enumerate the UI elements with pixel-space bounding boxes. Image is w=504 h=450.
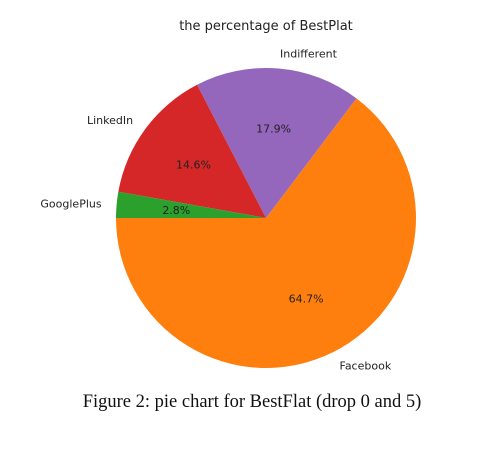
pie-slices: [116, 67, 416, 368]
category-label-facebook: Facebook: [340, 360, 392, 373]
figure-caption: Figure 2: pie chart for BestFlat (drop 0…: [82, 392, 422, 412]
pie-chart: the percentage of BestPlat 64.7% Facebook…: [40, 19, 416, 373]
pie-slice-linkedin: [118, 84, 266, 218]
pie-slice-googleplus: [116, 191, 266, 218]
pct-label-facebook: 64.7%: [289, 293, 324, 306]
pct-label-googleplus: 2.8%: [162, 204, 190, 217]
pct-label-linkedin: 14.6%: [176, 159, 211, 172]
pct-label-indifferent: 17.9%: [256, 122, 291, 135]
category-label-linkedin: LinkedIn: [87, 114, 133, 127]
category-label-googleplus: GooglePlus: [40, 198, 101, 211]
pie-labels: 64.7% Facebook 17.9% Indifferent 14.6% Linked…: [40, 48, 391, 373]
category-label-indifferent: Indifferent: [280, 48, 338, 61]
pie-slice-indifferent: [197, 67, 357, 218]
chart-title: the percentage of BestPlat: [179, 19, 353, 34]
pie-slice-facebook: [116, 98, 416, 368]
